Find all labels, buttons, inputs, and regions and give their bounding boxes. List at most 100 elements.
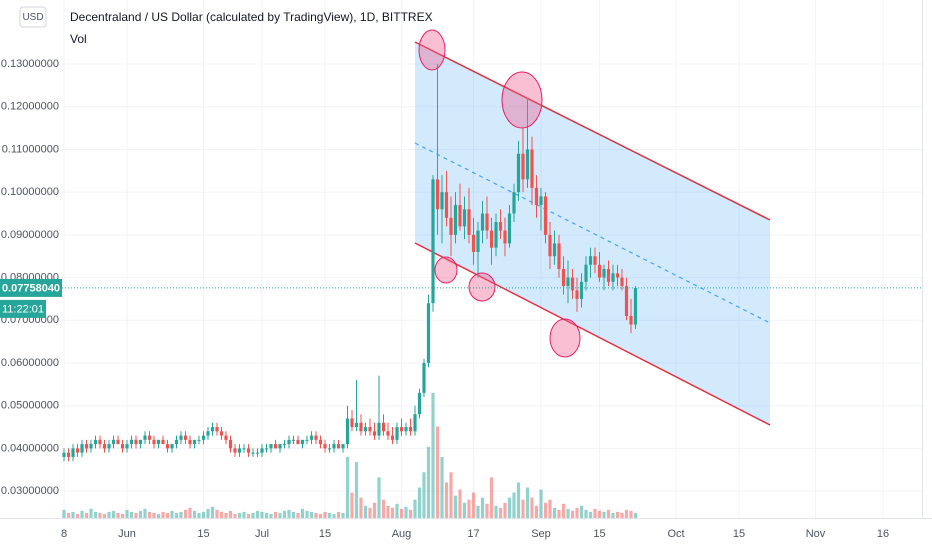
volume-bar [602, 511, 606, 518]
volume-bar [584, 509, 588, 518]
candle-body [125, 444, 129, 449]
candle-body [498, 222, 503, 231]
volume-bar [615, 511, 620, 518]
candle-body [534, 187, 539, 205]
candle-body [143, 435, 147, 440]
candle-body [89, 444, 93, 449]
volume-bar [417, 487, 422, 518]
candle-body [575, 290, 579, 299]
volume-bar [264, 512, 269, 518]
candle-body [345, 418, 350, 445]
y-tick-label: 0.04000000 [1, 442, 59, 454]
candle-body [485, 213, 489, 231]
currency-badge[interactable] [19, 6, 47, 28]
candle-body [251, 452, 255, 454]
volume-bar [296, 512, 300, 518]
volume-bar [188, 507, 192, 518]
volume-bar [314, 512, 318, 518]
volume-bar [521, 499, 525, 518]
candle-body [449, 217, 453, 235]
currency-label[interactable]: USD [22, 12, 43, 23]
volume-bar [561, 503, 566, 518]
candle-body [516, 153, 521, 193]
candle-body [561, 269, 566, 287]
volume-bar [422, 472, 426, 518]
volume-bar [543, 502, 548, 518]
candle-body [336, 444, 341, 449]
candle-body [75, 448, 80, 453]
candle-body [422, 362, 426, 393]
candle-body [444, 192, 449, 218]
volume-bar [192, 510, 197, 518]
candle-body [242, 448, 246, 450]
candle-body [111, 439, 116, 445]
volume-bar [579, 505, 584, 518]
volume-bar [84, 512, 89, 518]
candle-body [602, 269, 606, 278]
volume-bar [485, 503, 489, 518]
channel-lower [414, 242, 771, 426]
candle-body [107, 444, 111, 449]
candle-body [557, 243, 561, 270]
volume-bar [363, 505, 368, 518]
candle-body [309, 435, 314, 440]
volume-bar [147, 511, 152, 518]
volume-bar [408, 509, 413, 518]
countdown-label: 11:22:01 [2, 303, 44, 315]
candle-body [539, 196, 543, 205]
grid [62, 0, 922, 518]
candle-body [624, 286, 629, 317]
candle-body [224, 435, 228, 440]
highlight-circles [418, 29, 581, 358]
candle-body [138, 439, 143, 445]
candles [62, 64, 638, 462]
candle-body [386, 431, 390, 436]
volume-bar [435, 426, 440, 518]
x-tick-label: Nov [806, 528, 826, 540]
candle-body [215, 427, 219, 432]
volume-bar [516, 482, 521, 518]
volume-bar [219, 511, 224, 518]
volume-bar [129, 511, 134, 518]
candle-body [629, 316, 633, 325]
x-tick-label: Jun [118, 528, 136, 540]
volume-bar [426, 446, 431, 518]
volume-bar [525, 487, 530, 518]
volume-bar [458, 489, 462, 518]
x-tick-label: 8 [61, 528, 67, 540]
volume-bar [629, 510, 633, 518]
volume-bar [183, 509, 188, 518]
volume-bar [282, 510, 287, 518]
volume-bar [566, 508, 570, 518]
volume-bar [372, 502, 377, 518]
volume-bar [201, 511, 206, 518]
volume-bar [593, 508, 597, 518]
volume-bar [359, 497, 363, 518]
candle-body [359, 422, 363, 432]
volume-bar [368, 507, 372, 518]
volume-bar [345, 457, 350, 518]
channel-fill [415, 42, 770, 425]
volume-bar [390, 507, 395, 518]
candle-body [134, 439, 138, 445]
last-price-box [0, 278, 62, 297]
volume-bar [246, 513, 251, 518]
volume-bar [404, 506, 408, 518]
volume-bar [332, 513, 336, 518]
volume-bar [255, 510, 260, 518]
y-tick-label: 0.10000000 [1, 186, 59, 198]
volume-bar [80, 510, 84, 518]
volume-bar [377, 477, 381, 518]
volume-bar [138, 510, 143, 518]
volume-bar [624, 509, 629, 518]
volume-bar [503, 502, 507, 518]
candle-body [588, 256, 593, 265]
candle-body [192, 439, 197, 445]
volume-bar [71, 511, 75, 518]
volume-bar [449, 472, 453, 518]
candle-body [615, 273, 620, 278]
candle-body [62, 452, 66, 457]
candle-body [188, 439, 192, 445]
volume-bar [300, 508, 305, 518]
volume-bar [395, 503, 399, 518]
